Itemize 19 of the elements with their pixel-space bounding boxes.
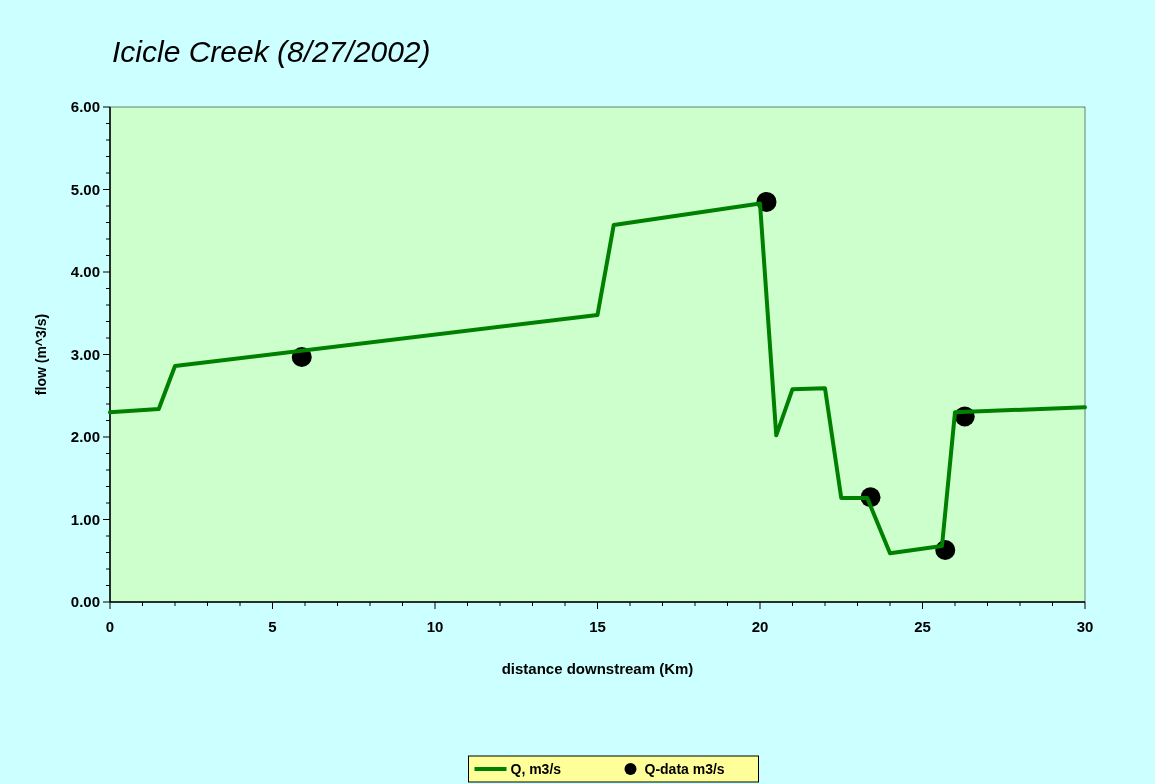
x-tick-label: 0: [105, 618, 115, 635]
x-tick-label: 15: [589, 618, 606, 635]
y-axis-title: flow (m^3/s): [33, 313, 49, 396]
y-tick-label: 3.00: [70, 345, 100, 363]
x-tick-label: 30: [1076, 618, 1094, 635]
x-tick-label: 5: [268, 618, 277, 635]
y-tick-label: 2.00: [70, 428, 100, 445]
y-tick-label: 0.00: [70, 593, 100, 610]
y-tick-label: 5.00: [70, 180, 100, 198]
y-tick-label: 1.00: [70, 510, 100, 528]
y-tick-label: 4.00: [70, 263, 100, 280]
chart-title: Icicle Creek (8/27/2002): [112, 35, 431, 68]
legend-label: Q, m3/s: [510, 761, 562, 777]
legend-label: Q-data m3/s: [644, 761, 725, 777]
y-tick-label: 6.00: [70, 98, 100, 115]
x-tick-label: 20: [751, 618, 769, 635]
x-tick-label: 25: [914, 618, 931, 635]
x-axis-title: distance downstream (Km): [501, 660, 694, 677]
x-tick-label: 10: [426, 618, 444, 635]
